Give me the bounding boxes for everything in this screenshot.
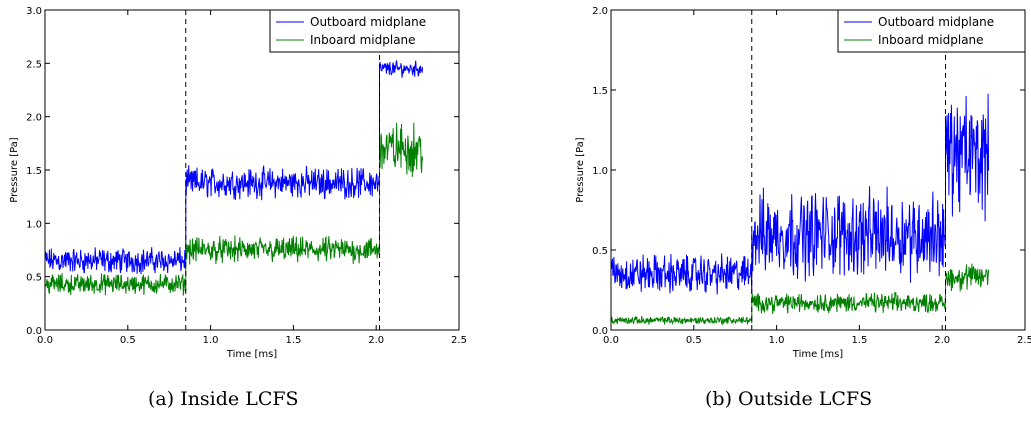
legend-label: Outboard midplane xyxy=(878,15,994,29)
x-tick-label: 0.0 xyxy=(603,335,619,346)
legend-label: Inboard midplane xyxy=(878,33,984,47)
x-tick-label: 2.0 xyxy=(368,335,384,346)
y-tick-label: 1.0 xyxy=(592,166,608,177)
y-tick-label: 1.5 xyxy=(592,86,608,97)
x-tick-label: 1.0 xyxy=(203,335,219,346)
series-line-inboard-midplane xyxy=(45,122,424,296)
series-line-inboard-midplane xyxy=(611,263,990,326)
x-tick-label: 1.5 xyxy=(285,335,301,346)
y-tick-label: 0.0 xyxy=(26,326,42,337)
legend-label: Outboard midplane xyxy=(310,15,426,29)
legend-box xyxy=(837,9,1026,53)
y-tick-label: 0.5 xyxy=(26,273,42,284)
y-tick-label: 2.0 xyxy=(592,6,608,17)
y-tick-label: 2.0 xyxy=(26,113,42,124)
series-line-outboard-midplane xyxy=(45,59,424,275)
y-tick-label: 3.0 xyxy=(26,6,42,17)
x-tick-label: 1.0 xyxy=(769,335,785,346)
x-tick-label: 0.5 xyxy=(686,335,702,346)
y-tick-label: 1.0 xyxy=(26,219,42,230)
y-axis-label: Pressure [Pa] xyxy=(9,137,20,202)
x-tick-label: 2.5 xyxy=(451,335,467,346)
x-tick-label: 2.0 xyxy=(934,335,950,346)
y-tick-label: 0.0 xyxy=(592,326,608,337)
y-tick-label: 0.5 xyxy=(592,246,608,257)
y-axis-label: Pressure [Pa] xyxy=(575,137,586,202)
legend-box xyxy=(269,9,460,53)
y-tick-label: 1.5 xyxy=(26,166,42,177)
x-tick-label: 2.5 xyxy=(1017,335,1031,346)
series-line-outboard-midplane xyxy=(611,93,990,295)
chart-panel-outside-lcfs: 0.0 0.5 1.0 1.5 2.0 2.5 0.0 0.5 1.0 1.5 2.0 Time [m… xyxy=(575,6,1031,360)
chart-panel-inside-lcfs: 0.0 0.5 1.0 1.5 2.0 2.5 0.0 0.5 1.0 1.5 2.0 2.5 3.0 T… xyxy=(9,6,467,360)
caption-outside-lcfs: (b) Outside LCFS xyxy=(705,388,873,410)
x-axis-label: Time [ms] xyxy=(226,349,278,360)
caption-inside-lcfs: (a) Inside LCFS xyxy=(148,388,299,410)
y-tick-label: 2.5 xyxy=(26,59,42,70)
x-axis-label: Time [ms] xyxy=(792,349,844,360)
x-tick-label: 0.0 xyxy=(37,335,53,346)
x-tick-label: 0.5 xyxy=(120,335,136,346)
legend-label: Inboard midplane xyxy=(310,33,416,47)
x-tick-label: 1.5 xyxy=(851,335,867,346)
